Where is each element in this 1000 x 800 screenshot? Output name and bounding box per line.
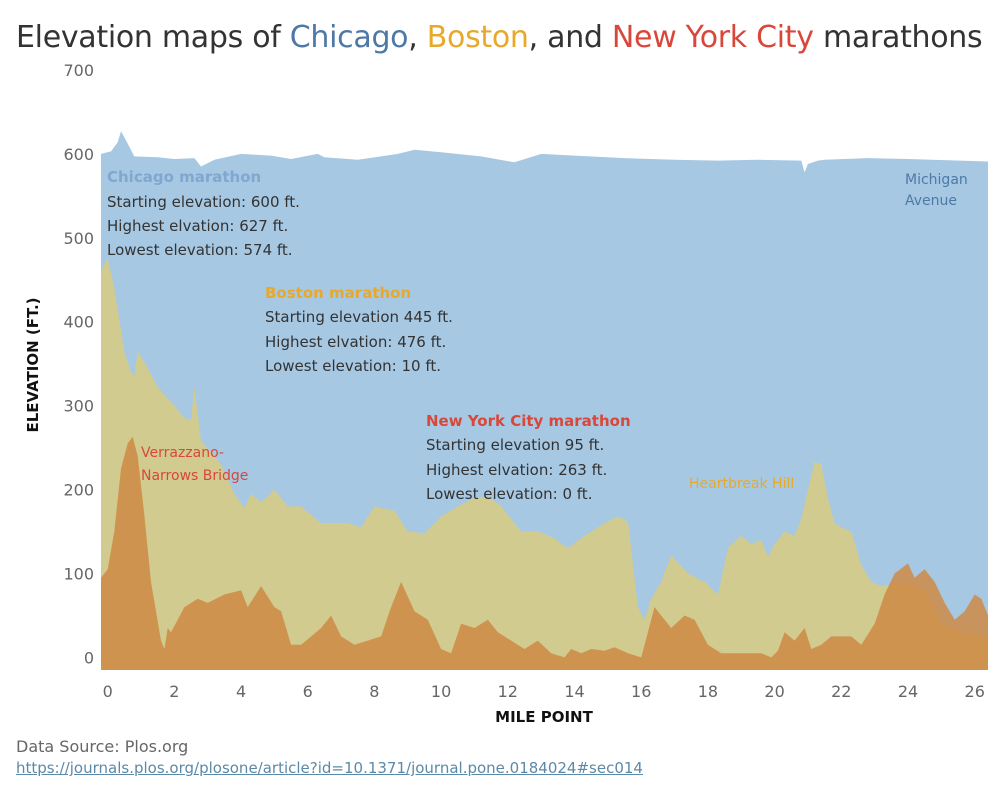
nyc-annotation-start: Starting elevation 95 ft. (426, 436, 604, 454)
y-tick-label: 0 (84, 648, 94, 667)
y-tick-label: 200 (63, 481, 94, 500)
title-sep1: , (408, 20, 427, 55)
y-tick-label: 100 (63, 565, 94, 584)
michigan-avenue-label-line1: Michigan (905, 172, 968, 188)
y-tick-label: 500 (63, 229, 94, 248)
areas-layer (101, 131, 988, 671)
x-axis-title: MILE POINT (495, 708, 593, 726)
y-tick-label: 400 (63, 313, 94, 332)
chicago-annotation: Chicago marathon Starting elevation: 600… (107, 168, 300, 259)
chicago-annotation-high: Highest elvation: 627 ft. (107, 217, 288, 235)
chicago-annotation-heading: Chicago marathon (107, 168, 261, 186)
nyc-area (101, 436, 988, 670)
title-boston: Boston (426, 20, 529, 55)
verrazzano-label-line1: Verrazzano- (141, 445, 224, 461)
heartbreak-hill-label: Heartbreak Hill (689, 476, 794, 492)
y-axis-title: ELEVATION (FT.) (24, 297, 42, 432)
x-tick-label: 14 (564, 682, 584, 701)
data-source-label: Data Source: Plos.org (16, 737, 189, 756)
y-tick-label: 600 (63, 145, 94, 164)
x-tick-label: 22 (831, 682, 851, 701)
chicago-annotation-low: Lowest elevation: 574 ft. (107, 241, 293, 259)
x-tick-label: 2 (169, 682, 179, 701)
boston-annotation-high: Highest elvation: 476 ft. (265, 333, 446, 351)
y-tick-label: 300 (63, 397, 94, 416)
x-tick-label: 6 (303, 682, 313, 701)
title-sep2: , and (528, 20, 612, 55)
boston-area (101, 258, 988, 670)
title-chicago: Chicago (289, 20, 409, 55)
verrazzano-label-line2: Narrows Bridge (141, 468, 248, 484)
nyc-annotation-low: Lowest elevation: 0 ft. (426, 485, 592, 503)
nyc-annotation: New York City marathon Starting elevatio… (426, 412, 631, 503)
y-tick-label: 700 (63, 61, 94, 80)
data-source: Data Source: Plos.org https://journals.p… (16, 737, 643, 777)
boston-annotation-heading: Boston marathon (265, 284, 411, 302)
michigan-avenue-label-line2: Avenue (905, 193, 957, 209)
x-tick-label: 8 (369, 682, 379, 701)
x-tick-label: 12 (498, 682, 518, 701)
nyc-annotation-high: Highest elvation: 263 ft. (426, 461, 607, 479)
chart-title: Elevation maps of Chicago, Boston, and N… (16, 20, 983, 55)
x-tick-label: 10 (431, 682, 451, 701)
x-tick-label: 26 (965, 682, 985, 701)
x-tick-label: 24 (898, 682, 918, 701)
x-tick-label: 4 (236, 682, 246, 701)
data-source-link[interactable]: https://journals.plos.org/plosone/articl… (16, 759, 643, 777)
boston-annotation: Boston marathon Starting elevation 445 f… (265, 284, 453, 375)
title-prefix: Elevation maps of (16, 20, 290, 55)
title-suffix: marathons (813, 20, 983, 55)
boston-annotation-low: Lowest elevation: 10 ft. (265, 357, 441, 375)
boston-annotation-start: Starting elevation 445 ft. (265, 308, 453, 326)
x-tick-label: 18 (698, 682, 718, 701)
nyc-annotation-heading: New York City marathon (426, 412, 631, 430)
title-nyc: New York City (611, 20, 814, 55)
x-tick-label: 16 (631, 682, 651, 701)
chicago-annotation-start: Starting elevation: 600 ft. (107, 193, 300, 211)
x-tick-label: 0 (103, 682, 113, 701)
x-tick-label: 20 (764, 682, 784, 701)
